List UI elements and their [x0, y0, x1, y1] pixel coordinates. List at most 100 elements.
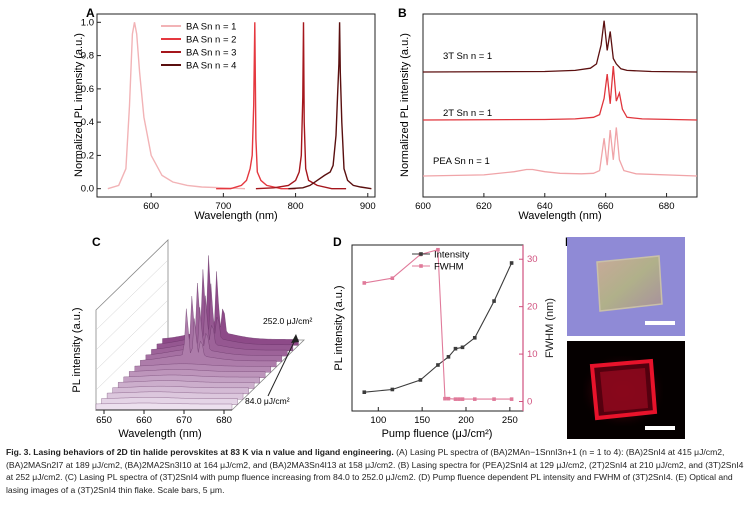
panel-c-x-tick-label: 650 [96, 415, 112, 426]
panel-b-axes: 600 620 640 660 680 [415, 193, 674, 212]
panel-label-d: D [333, 235, 342, 249]
panel-d-axes: 100 150 200 250 0 10 20 30 [370, 254, 537, 426]
panel-e-lasing-inner [600, 368, 648, 412]
panel-a-series-line-2 [216, 22, 296, 190]
panel-c-trace-11 [151, 282, 288, 357]
panel-d-y2-tick-label: 30 [527, 254, 538, 265]
panel-a-legend-label-4: BA Sn n = 4 [186, 61, 236, 72]
panel-d-y-axis-label: PL intensity (a.u.) [333, 285, 345, 370]
caption-body: (A) Lasing PL spectra of (BA)2MAn−1SnnI3… [6, 447, 744, 495]
panel-c-y-axis-label: PL intensity (a.u.) [71, 307, 83, 392]
panel-d-series-point [443, 396, 447, 401]
panel-a-legend-label-1: BA Sn n = 1 [186, 22, 236, 33]
panel-e-scale-bar-lasing [645, 426, 675, 430]
panel-c-wall-gridline [95, 299, 169, 371]
panel-c-trace-2 [101, 397, 238, 405]
panel-e-lasing-spot [589, 358, 658, 421]
panel-b-series-line-1 [422, 20, 698, 73]
panel-d-series-point [436, 363, 440, 367]
panel-b-series-line-3 [422, 127, 698, 177]
panel-b-series-label-1: 3T Sn n = 1 [443, 51, 492, 62]
panel-d-series-point [418, 378, 423, 382]
panel-a-y-axis-label: Normalized PL intensity (a.u.) [73, 33, 85, 177]
panel-d-legend-label-1: Intensity [434, 250, 470, 261]
panel-d-legend-marker-2 [419, 264, 423, 268]
panel-b-series-labels: 3T Sn n = 1 2T Sn n = 1 PEA Sn n = 1 [433, 51, 492, 167]
figure-caption: Fig. 3. Lasing behaviors of 2D tin halid… [6, 446, 750, 496]
panel-a-y-tick-label: 0.2 [81, 150, 94, 161]
panel-c-trace-10 [145, 296, 283, 362]
panel-d-series-point [362, 390, 367, 394]
panel-d-series-point [390, 387, 395, 392]
caption-title: Fig. 3. Lasing behaviors of 2D tin halid… [6, 447, 394, 457]
panel-b-x-axis-label: Wavelength (nm) [518, 210, 601, 222]
panel-c-traces [95, 255, 299, 411]
panel-d-series-point [457, 397, 461, 401]
panel-d-y2-axis-label: FWHM (nm) [544, 298, 556, 358]
panel-d-series-point [453, 346, 458, 351]
panel-a-y-tick-label: 0.4 [81, 117, 94, 128]
panel-a-y-tick-label: 0.0 [81, 184, 94, 195]
panel-e-thin-flake [596, 255, 663, 312]
panel-b-x-tick-label: 640 [537, 201, 553, 212]
panel-c-wall-gridline [95, 319, 169, 391]
panel-d-y2-tick-label: 0 [527, 397, 532, 408]
panel-c-x-axis: 650 660 670 680 [96, 409, 232, 426]
panel-b-series-line-2 [422, 65, 698, 121]
panel-d-series-point [460, 345, 465, 350]
panel-d-series-point [472, 397, 477, 401]
panel-a-y-tick-label: 1.0 [81, 17, 94, 28]
panel-d-y2-tick-label: 20 [527, 302, 538, 313]
panel-e-images [567, 237, 685, 439]
panel-b-series-label-2: 2T Sn n = 1 [443, 108, 492, 119]
panel-d-series-point [509, 397, 514, 401]
panel-a-legend-label-3: BA Sn n = 3 [186, 48, 236, 59]
panel-d-y2-tick-label: 10 [527, 349, 538, 360]
panel-d-series-line-1 [364, 262, 513, 393]
panel-c-fluence-low-label: 84.0 μJ/cm² [245, 396, 290, 406]
panel-a-x-axis-label: Wavelength (nm) [194, 210, 277, 222]
panel-d-series-point [362, 281, 367, 285]
panel-b-series [422, 20, 698, 177]
panel-d-series-point [472, 336, 477, 340]
panel-a-legend: BA Sn n = 1 BA Sn n = 2 BA Sn n = 3 BA Sn n… [161, 22, 236, 72]
panel-d-x-axis-label: Pump fluence (μJ/cm²) [382, 428, 493, 440]
panel-label-c: C [92, 235, 101, 249]
panel-a-chart: 600 700 800 900 0.0 0.2 0.4 0.6 0.8 1.0 BA Sn n =… [73, 13, 376, 222]
panel-c-wall-gridline [95, 279, 169, 351]
panel-e-scale-bar-optical [645, 321, 675, 325]
panel-d-legend-label-2: FWHM [434, 262, 464, 273]
panel-d-x-tick-label: 100 [370, 415, 386, 426]
panel-a-x-tick-label: 600 [143, 201, 159, 212]
panel-c-x-tick-label: 660 [136, 415, 152, 426]
panel-b-y-axis-label: Normalized PL intensity (a.u.) [399, 33, 411, 177]
panel-d-x-tick-label: 200 [458, 415, 474, 426]
panel-c-trace-13 [162, 255, 299, 346]
panel-c-x-axis-label: Wavelength (nm) [118, 428, 201, 440]
panel-b-x-tick-label: 620 [476, 201, 492, 212]
panel-b-x-tick-label: 680 [659, 201, 675, 212]
panel-a-frame [96, 13, 376, 198]
panel-b-frame [422, 13, 698, 198]
panel-d-series-line-2 [364, 248, 512, 400]
panel-label-a: A [86, 6, 95, 20]
panel-c-fluence-arrow [267, 337, 297, 397]
panel-b-x-tick-label: 600 [415, 201, 431, 212]
panel-a-y-tick-label: 0.6 [81, 84, 94, 95]
panel-d-legend-marker-1 [419, 252, 423, 256]
panel-d-series-point [460, 397, 465, 401]
panel-c-x-tick-label: 680 [216, 415, 232, 426]
panel-a-series-line-3 [255, 22, 347, 190]
figure-canvas: A B C D E 6007008009000.00.20.40.60.81.0… [71, 6, 698, 440]
panel-b-chart: 600 620 640 660 680 3T Sn n = 1 2T Sn n = 1 PE… [399, 13, 698, 222]
panel-c-trace-12 [156, 269, 294, 352]
panel-c-fluence-arrowhead [291, 334, 299, 343]
panel-d-series-point [492, 397, 496, 401]
panel-a-series-line-1 [107, 22, 246, 190]
panel-a-x-tick-label: 700 [215, 201, 231, 212]
panel-c-fluence-high-label: 252.0 μJ/cm² [263, 316, 312, 326]
panel-a-axes: 600 700 800 900 0.0 0.2 0.4 0.6 0.8 1.0 [81, 17, 376, 212]
panel-d-series-point [436, 247, 440, 252]
panel-d-x-tick-label: 150 [414, 415, 430, 426]
